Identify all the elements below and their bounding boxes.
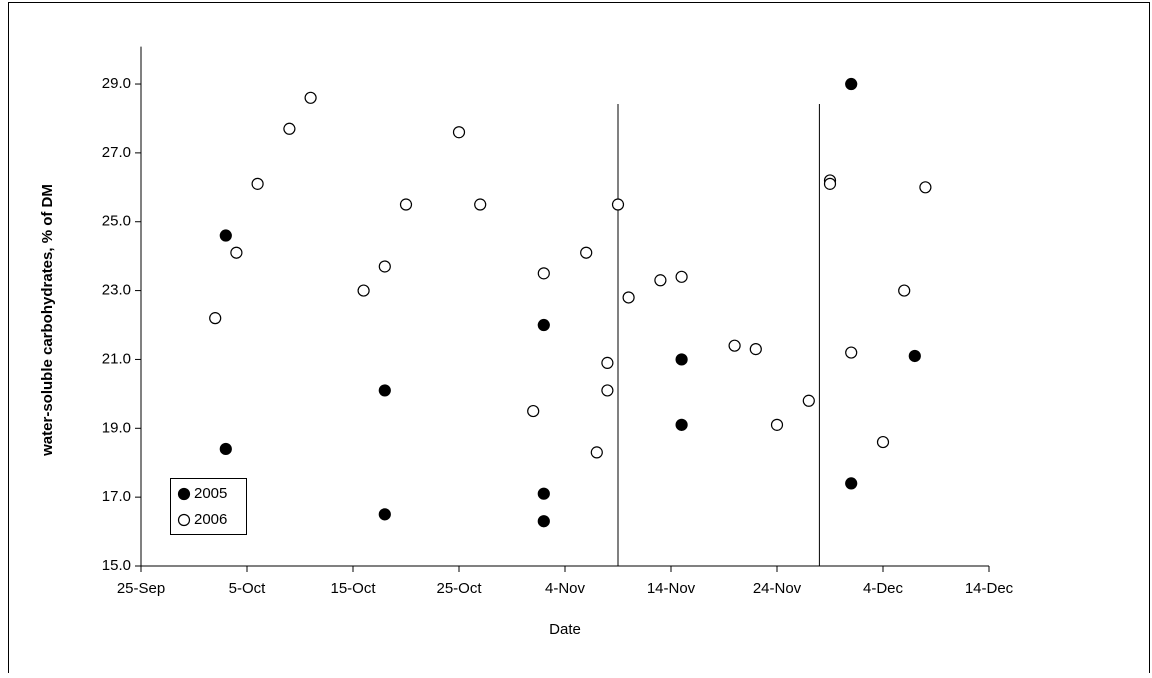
x-tick-label: 14-Dec [965,580,1014,597]
data-point [527,404,540,418]
x-tick-label: 25-Oct [436,580,482,597]
y-tick-label: 23.0 [102,282,131,299]
x-tick-label: 14-Nov [647,580,696,597]
data-point [219,229,232,242]
data-point [452,126,466,139]
data-point [622,291,635,304]
data-point [230,246,243,259]
y-tick-label: 21.0 [102,350,131,367]
data-point [675,418,688,431]
data-point [749,343,762,356]
data-point [209,312,222,325]
legend-marker [177,487,191,501]
data-point [474,198,487,211]
chart-frame [8,2,1150,678]
data-point [845,477,858,490]
data-point [845,77,858,91]
data-point [537,318,550,332]
data-point [802,394,815,407]
data-point [770,418,784,431]
data-point [357,284,370,297]
data-point [399,198,413,211]
y-tick-label: 15.0 [102,557,131,574]
data-point [728,339,741,352]
legend-marker [177,513,191,527]
legend-label: 2005 [194,485,227,502]
data-point [675,353,688,366]
data-point [537,515,550,528]
data-point [845,346,858,359]
data-point [908,349,921,363]
data-point [378,384,391,397]
data-point [537,487,550,500]
data-point [537,267,550,280]
x-tick-label: 24-Nov [753,580,802,597]
data-point [654,274,667,287]
data-point [675,270,688,283]
data-point [876,435,890,449]
data-point [823,177,837,190]
data-point [219,442,232,456]
x-tick-label: 4-Nov [545,580,586,597]
data-point [590,446,603,459]
x-tick-label: 5-Oct [229,580,267,597]
x-axis-label: Date [549,621,581,638]
data-point [283,122,296,135]
data-point [304,91,317,104]
data-point [378,508,391,521]
data-point [580,246,593,259]
data-point [378,260,391,273]
x-tick-label: 15-Oct [330,580,376,597]
data-point [251,177,264,190]
legend-label: 2006 [194,511,227,528]
data-point [611,198,625,211]
y-axis-label: water-soluble carbohydrates, % of DM [39,184,56,457]
data-point [919,181,932,194]
y-tick-label: 19.0 [102,419,131,436]
x-tick-label: 4-Dec [863,580,904,597]
y-tick-label: 27.0 [102,144,131,161]
data-point [898,284,911,297]
y-tick-label: 29.0 [102,75,131,92]
data-point [601,384,614,397]
y-tick-label: 25.0 [102,213,131,230]
y-tick-label: 17.0 [102,488,131,505]
x-tick-label: 25-Sep [117,580,165,597]
data-point [601,356,614,369]
